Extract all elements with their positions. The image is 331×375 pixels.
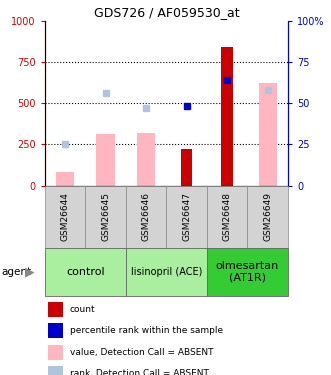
- Bar: [45, 248, 126, 296]
- Bar: [137, 133, 155, 186]
- Bar: [126, 186, 166, 248]
- Bar: [45, 186, 85, 248]
- Bar: [247, 186, 288, 248]
- Text: olmesartan
(AT1R): olmesartan (AT1R): [216, 261, 279, 283]
- Text: count: count: [70, 305, 95, 314]
- Text: rank, Detection Call = ABSENT: rank, Detection Call = ABSENT: [70, 369, 209, 375]
- Text: GSM26645: GSM26645: [101, 192, 110, 241]
- Text: control: control: [66, 267, 105, 277]
- Bar: [221, 47, 233, 186]
- Text: GSM26649: GSM26649: [263, 192, 272, 241]
- Bar: [96, 135, 115, 186]
- Text: GSM26644: GSM26644: [61, 192, 70, 241]
- Text: ▶: ▶: [25, 266, 34, 278]
- Bar: [85, 186, 126, 248]
- Title: GDS726 / AF059530_at: GDS726 / AF059530_at: [94, 6, 239, 20]
- Bar: [207, 186, 247, 248]
- Text: value, Detection Call = ABSENT: value, Detection Call = ABSENT: [70, 348, 213, 357]
- Bar: [126, 248, 207, 296]
- Text: GSM26648: GSM26648: [223, 192, 232, 241]
- Text: lisinopril (ACE): lisinopril (ACE): [131, 267, 202, 277]
- Text: GSM26646: GSM26646: [142, 192, 151, 241]
- Text: agent: agent: [2, 267, 32, 277]
- Text: percentile rank within the sample: percentile rank within the sample: [70, 326, 223, 335]
- Bar: [56, 172, 74, 186]
- Text: GSM26647: GSM26647: [182, 192, 191, 241]
- Bar: [259, 82, 277, 186]
- Bar: [207, 248, 288, 296]
- Bar: [166, 186, 207, 248]
- Bar: [181, 149, 192, 186]
